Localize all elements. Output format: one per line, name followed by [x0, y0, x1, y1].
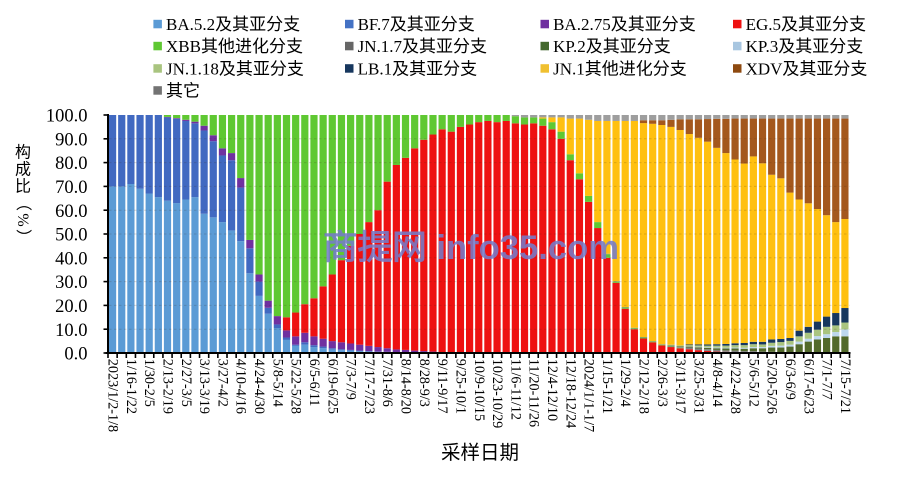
svg-text:1/15-1/21: 1/15-1/21 [599, 359, 615, 414]
svg-text:1/29-2/4: 1/29-2/4 [617, 359, 633, 407]
svg-text:11/6-11/12: 11/6-11/12 [507, 359, 523, 420]
svg-text:11/20-11/26: 11/20-11/26 [526, 359, 542, 427]
svg-text:比: 比 [15, 178, 31, 196]
svg-text:9/11-9/17: 9/11-9/17 [434, 359, 450, 414]
svg-text:40.0: 40.0 [55, 249, 87, 269]
svg-text:7/1-7/7: 7/1-7/7 [819, 359, 835, 400]
svg-text:12/18-12/24: 12/18-12/24 [562, 359, 578, 428]
svg-text:LB.1及其亚分支: LB.1及其亚分支 [358, 60, 477, 79]
svg-text:其它: 其它 [166, 82, 200, 101]
svg-text:6/3-6/9: 6/3-6/9 [782, 359, 798, 400]
svg-text:2/13-2/19: 2/13-2/19 [160, 359, 176, 414]
svg-text:12/4-12/10: 12/4-12/10 [544, 359, 560, 421]
svg-text:构: 构 [15, 144, 31, 162]
svg-text:2/12-2/18: 2/12-2/18 [636, 359, 652, 414]
svg-text:4/24-4/30: 4/24-4/30 [251, 359, 267, 414]
svg-text:1/16-1/22: 1/16-1/22 [123, 359, 139, 414]
svg-text:5/6-5/12: 5/6-5/12 [745, 359, 761, 407]
svg-text:100.0: 100.0 [46, 107, 88, 127]
svg-text:1/30-2/5: 1/30-2/5 [141, 359, 157, 407]
svg-text:采样日期: 采样日期 [441, 442, 519, 464]
svg-text:3/25-3/31: 3/25-3/31 [690, 359, 706, 414]
svg-text:50.0: 50.0 [55, 226, 87, 246]
svg-text:8/28-9/3: 8/28-9/3 [416, 359, 432, 407]
svg-text:XBB其他进化分支: XBB其他进化分支 [166, 37, 303, 56]
svg-text:30.0: 30.0 [55, 273, 87, 293]
svg-text:2023/1/2-1/8: 2023/1/2-1/8 [105, 359, 121, 432]
svg-text:2/27-3/5: 2/27-3/5 [178, 359, 194, 407]
svg-text:7/15-7/21: 7/15-7/21 [837, 359, 853, 414]
svg-text:XDV及其亚分支: XDV及其亚分支 [746, 60, 868, 79]
svg-text:3/27-4/2: 3/27-4/2 [214, 359, 230, 407]
svg-text:9/25-10/1: 9/25-10/1 [452, 359, 468, 414]
svg-text:4/22-4/28: 4/22-4/28 [727, 359, 743, 414]
svg-text:5/8-5/14: 5/8-5/14 [269, 359, 285, 407]
svg-text:7/31-8/6: 7/31-8/6 [379, 359, 395, 407]
svg-text:BA.5.2及其亚分支: BA.5.2及其亚分支 [166, 15, 300, 34]
svg-text:KP.3及其亚分支: KP.3及其亚分支 [746, 37, 864, 56]
svg-text:20.0: 20.0 [55, 297, 87, 317]
svg-text:EG.5及其亚分支: EG.5及其亚分支 [746, 15, 866, 34]
svg-text:JN.1其他进化分支: JN.1其他进化分支 [553, 60, 687, 79]
svg-text:%: % [14, 213, 31, 226]
svg-text:6/17-6/23: 6/17-6/23 [800, 359, 816, 414]
svg-text:10.0: 10.0 [55, 321, 87, 341]
svg-text:5/20-5/26: 5/20-5/26 [764, 359, 780, 414]
svg-text:7/3-7/9: 7/3-7/9 [343, 359, 359, 400]
svg-text:JN.1.7及其亚分支: JN.1.7及其亚分支 [358, 37, 487, 56]
svg-text:KP.2及其亚分支: KP.2及其亚分支 [553, 37, 671, 56]
svg-text:0.0: 0.0 [64, 345, 87, 365]
svg-text:7/17-7/23: 7/17-7/23 [361, 359, 377, 414]
svg-text:6/5-6/11: 6/5-6/11 [306, 359, 322, 407]
svg-text:10/23-10/29: 10/23-10/29 [489, 359, 505, 428]
svg-text:2/26-3/3: 2/26-3/3 [654, 359, 670, 407]
svg-text:成: 成 [15, 161, 31, 179]
svg-text:BF.7及其亚分支: BF.7及其亚分支 [358, 15, 475, 34]
svg-text:6/19-6/25: 6/19-6/25 [324, 359, 340, 414]
svg-text:）: ） [14, 229, 32, 245]
svg-text:3/13-3/19: 3/13-3/19 [196, 359, 212, 414]
svg-text:（: （ [14, 195, 32, 211]
svg-text:5/22-5/28: 5/22-5/28 [288, 359, 304, 414]
svg-text:4/8-4/14: 4/8-4/14 [709, 359, 725, 407]
svg-text:8/14-8/20: 8/14-8/20 [398, 359, 414, 414]
svg-text:90.0: 90.0 [55, 130, 87, 150]
svg-text:3/11-3/17: 3/11-3/17 [672, 359, 688, 414]
svg-text:JN.1.18及其亚分支: JN.1.18及其亚分支 [166, 60, 304, 79]
svg-text:2024/1/1-1/7: 2024/1/1-1/7 [581, 359, 597, 432]
svg-text:商提网 info35.com: 商提网 info35.com [323, 229, 619, 267]
svg-text:BA.2.75及其亚分支: BA.2.75及其亚分支 [553, 15, 696, 34]
svg-text:10/9-10/15: 10/9-10/15 [471, 359, 487, 421]
svg-text:4/10-4/16: 4/10-4/16 [233, 359, 249, 414]
svg-text:80.0: 80.0 [55, 154, 87, 174]
svg-text:60.0: 60.0 [55, 202, 87, 222]
svg-text:70.0: 70.0 [55, 178, 87, 198]
